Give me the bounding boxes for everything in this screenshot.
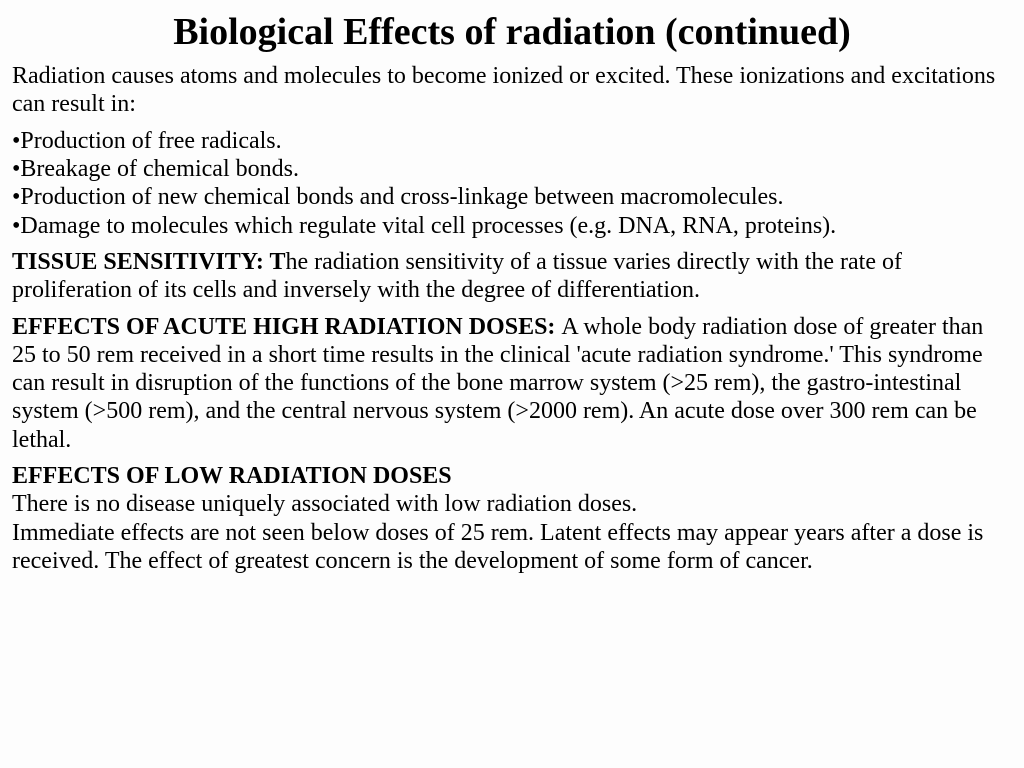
tissue-section: TISSUE SENSITIVITY: The radiation sensit…: [12, 248, 1012, 305]
low-line1: There is no disease uniquely associated …: [12, 491, 637, 517]
list-item: •Damage to molecules which regulate vita…: [12, 212, 1012, 240]
low-label: EFFECTS OF LOW RADIATION DOSES: [12, 463, 452, 489]
page-title: Biological Effects of radiation (continu…: [12, 10, 1012, 54]
tissue-label: TISSUE SENSITIVITY: T: [12, 249, 285, 275]
bullet-list: •Production of free radicals. •Breakage …: [12, 127, 1012, 240]
low-section: EFFECTS OF LOW RADIATION DOSES There is …: [12, 462, 1012, 575]
low-line2: Immediate effects are not seen below dos…: [12, 520, 983, 574]
list-item: •Production of free radicals.: [12, 127, 1012, 155]
intro-paragraph: Radiation causes atoms and molecules to …: [12, 62, 1012, 119]
acute-label: EFFECTS OF ACUTE HIGH RADIATION DOSES:: [12, 314, 561, 340]
list-item: •Production of new chemical bonds and cr…: [12, 183, 1012, 211]
list-item: •Breakage of chemical bonds.: [12, 155, 1012, 183]
acute-section: EFFECTS OF ACUTE HIGH RADIATION DOSES: A…: [12, 313, 1012, 455]
